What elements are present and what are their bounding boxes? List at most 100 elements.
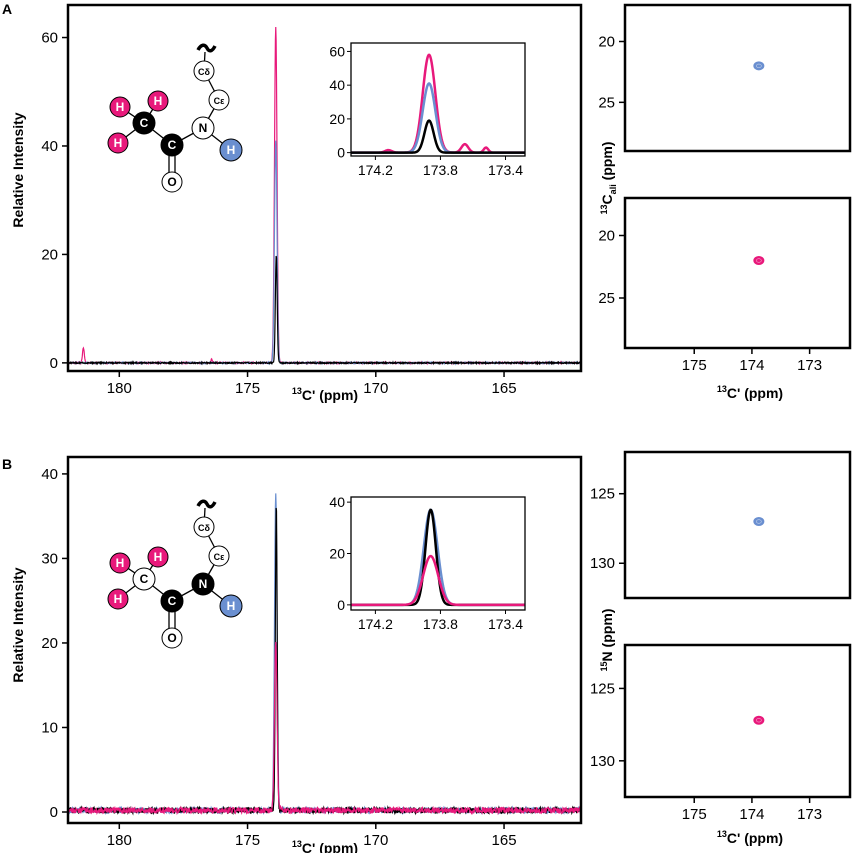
nitrogen-atom <box>191 572 215 596</box>
inset-x-tick-label: 174.2 <box>358 616 393 632</box>
contour-peak-blue <box>753 517 765 527</box>
atom-label: H <box>114 136 123 150</box>
contour-y-tick-label: 130 <box>590 753 615 770</box>
y-tick-label: 40 <box>41 138 58 155</box>
contour-peak-pink <box>753 256 765 265</box>
x-tick-label: 180 <box>107 380 132 397</box>
contour-plot-frame <box>623 196 852 350</box>
inset-x-tick-label: 174.2 <box>358 162 393 178</box>
amide-hydrogen-atom <box>219 594 243 618</box>
panel-label-a: A <box>2 1 12 17</box>
atom-label: Cε <box>214 96 225 106</box>
carbonyl-carbon-atom <box>160 589 184 613</box>
hydrogen-atom <box>147 90 169 112</box>
contour-peak-inner <box>756 519 762 524</box>
atom-label: N <box>199 577 208 591</box>
atom-label: N <box>199 121 208 135</box>
contour-peak-inner <box>756 718 762 723</box>
inset-x-tick-label: 173.8 <box>423 616 458 632</box>
inset-y-tick-label: 0 <box>337 145 345 161</box>
main-xlabel-b: 13C' (ppm) <box>292 839 358 853</box>
amide-hydrogen-atom <box>219 138 243 162</box>
contour-ylabel-a: 13Cali (ppm) <box>599 142 618 215</box>
main-xlabel-a: 13C' (ppm) <box>292 386 358 403</box>
molecule-diagram-a: H H H C C O N H Cε Cδ <box>107 43 243 193</box>
inset-line-black <box>351 119 525 154</box>
atom-label: H <box>227 599 236 613</box>
x-tick-label: 170 <box>363 380 388 397</box>
spectrum-line-black <box>67 255 582 366</box>
contour-peak-inner <box>756 258 762 263</box>
oxygen-atom <box>161 627 183 649</box>
atom-label: O <box>167 175 176 189</box>
molecule-diagram-b: H H H C C O N H Cε Cδ <box>107 499 243 649</box>
atom-label: H <box>227 143 236 157</box>
main-plot-frame <box>66 455 583 825</box>
y-tick-label: 30 <box>41 550 58 567</box>
hydrogen-atom <box>147 546 169 568</box>
contour-ylabel-b: 15N (ppm) <box>599 609 615 672</box>
c-delta-atom <box>193 516 215 538</box>
inset-y-tick-label: 20 <box>329 111 345 127</box>
inset-y-tick-label: 60 <box>329 43 345 59</box>
methyl-carbon-atom <box>132 111 156 135</box>
inset-frame <box>350 42 526 157</box>
atom-label: O <box>167 631 176 645</box>
contour-plot-frame <box>623 643 852 799</box>
c-delta-atom <box>193 60 215 82</box>
y-tick-label: 20 <box>41 246 58 263</box>
contour-peak-inner <box>756 63 762 68</box>
atom-label: H <box>154 94 163 108</box>
contour-y-tick-label: 130 <box>590 555 615 572</box>
contour-xlabel-b: 13C' (ppm) <box>717 829 783 846</box>
main-ylabel-a: Relative Intensity <box>10 112 26 227</box>
x-tick-label: 170 <box>363 832 388 849</box>
contour-x-tick-label: 174 <box>739 806 764 823</box>
contour-plot-frame <box>623 450 852 600</box>
y-tick-label: 0 <box>50 804 58 821</box>
x-tick-label: 165 <box>492 380 517 397</box>
contour-x-tick-label: 174 <box>739 357 764 374</box>
hydrogen-atom <box>109 552 131 574</box>
inset-y-tick-label: 40 <box>329 494 345 510</box>
main-plot-frame <box>66 3 583 373</box>
atom-label: C <box>168 594 177 608</box>
panel-b: 180 175 170 165 0 10 20 30 40 174.2 173.8 173.4 0 20 4… <box>41 450 852 849</box>
atom-label: Cδ <box>198 67 210 77</box>
atom-label: H <box>116 100 125 114</box>
oxygen-atom <box>161 171 183 193</box>
inset-line-pink <box>351 554 525 607</box>
x-tick-label: 175 <box>235 832 260 849</box>
panel-label-b: B <box>2 456 12 472</box>
inset-x-tick-label: 173.4 <box>488 162 523 178</box>
atom-label: C <box>140 572 149 586</box>
contour-y-tick-label: 25 <box>598 94 615 111</box>
nitrogen-atom <box>191 116 215 140</box>
y-tick-label: 60 <box>41 30 58 47</box>
atom-label: Cδ <box>198 523 210 533</box>
hydrogen-atom <box>107 588 129 610</box>
y-tick-label: 0 <box>50 355 58 372</box>
hydrogen-atom <box>107 132 129 154</box>
inset-y-tick-label: 40 <box>329 77 345 93</box>
contour-x-tick-label: 173 <box>797 357 822 374</box>
y-tick-label: 10 <box>41 719 58 736</box>
atom-label: H <box>154 550 163 564</box>
carbonyl-carbon-atom <box>160 133 184 157</box>
atom-label: Cε <box>214 552 225 562</box>
main-ylabel-b: Relative Intensity <box>10 567 26 682</box>
contour-plot-frame <box>623 3 852 153</box>
inset-background <box>351 43 525 156</box>
contour-x-tick-label: 175 <box>682 357 707 374</box>
contour-x-tick-label: 175 <box>682 806 707 823</box>
atom-label: H <box>116 556 125 570</box>
contour-x-tick-label: 173 <box>797 806 822 823</box>
contour-peak-pink <box>753 715 765 725</box>
contour-y-tick-label: 125 <box>590 486 615 503</box>
methyl-carbon-atom <box>132 567 156 591</box>
contour-y-tick-label: 20 <box>598 34 615 51</box>
c-epsilon-atom <box>208 89 230 111</box>
x-tick-label: 175 <box>235 380 260 397</box>
contour-xlabel-a: 13C' (ppm) <box>717 384 783 401</box>
